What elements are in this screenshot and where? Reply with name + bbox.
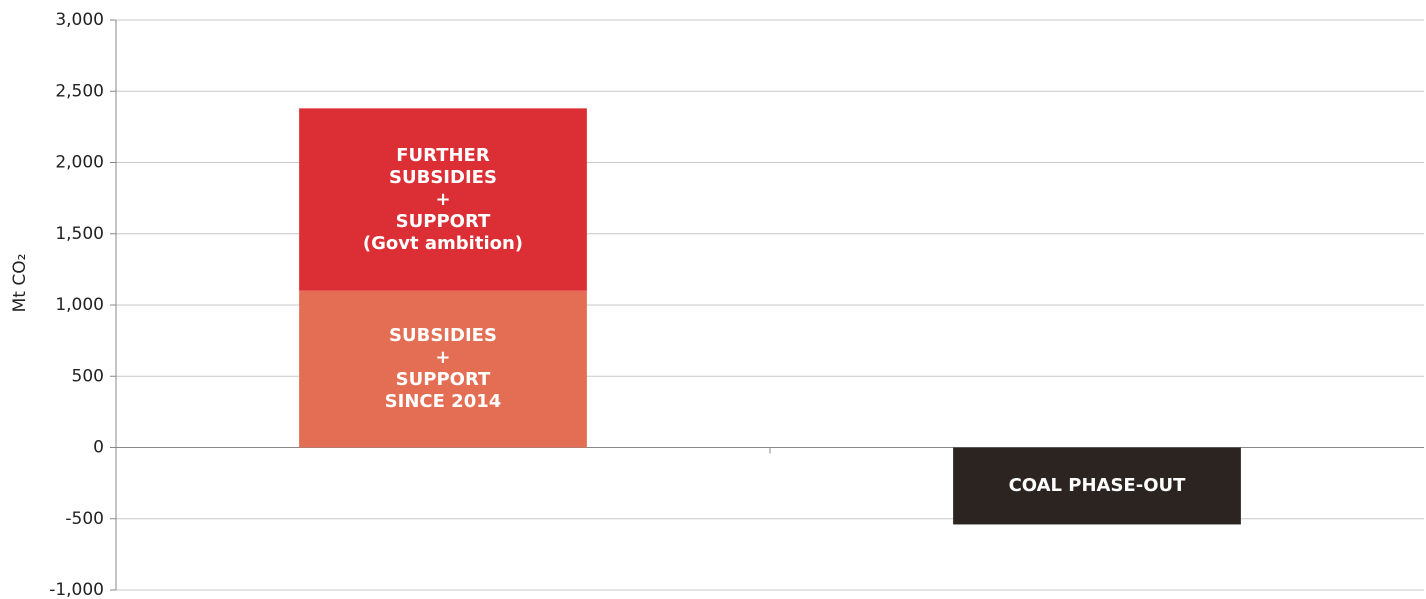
- series-label: FURTHER SUBSIDIES + SUPPORT (Govt ambiti…: [362, 144, 524, 254]
- y-tick-label: 2,500: [55, 81, 104, 101]
- bar: [953, 447, 1241, 525]
- series-label: COAL PHASE-OUT: [1008, 474, 1186, 496]
- series-label: SUBSIDIES + SUPPORT SINCE 2014: [384, 325, 502, 413]
- bar: [299, 290, 587, 448]
- y-tick-label: 0: [93, 438, 104, 458]
- bar: [299, 108, 587, 291]
- y-tick-label: -1,000: [49, 580, 104, 599]
- y-tick-label: 2,000: [55, 153, 104, 173]
- y-tick-label: 1,500: [55, 224, 104, 244]
- y-tick-label: 3,000: [55, 10, 104, 30]
- y-tick-label: 500: [72, 366, 104, 386]
- y-tick-label: -500: [65, 509, 104, 529]
- y-axis-label: Mt CO₂: [10, 254, 30, 313]
- y-tick-label: 1,000: [55, 295, 104, 315]
